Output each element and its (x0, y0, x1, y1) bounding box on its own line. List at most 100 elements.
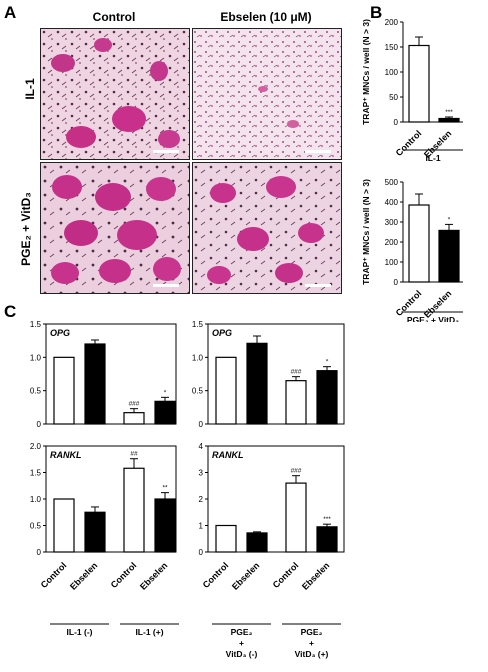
y-axis-label: TRAP⁺ MNCs / well (N > 3) (361, 19, 371, 125)
bar (316, 526, 338, 553)
bar (408, 204, 430, 283)
y-tick-label: 3 (199, 469, 204, 478)
chart-c-opg-il1: 0 0.5 1.0 1.5 OPG ### * (30, 320, 177, 429)
y-tick-label: 0 (394, 118, 399, 127)
category-label: Control (271, 560, 301, 590)
y-tick-label: 100 (385, 68, 399, 77)
micrograph-pge2-control (40, 162, 190, 294)
y-tick-label: 1.0 (30, 353, 42, 362)
significance-mark: * (326, 359, 329, 366)
bar (215, 356, 237, 425)
y-tick-label: 0 (37, 548, 42, 557)
col-label-ebselen: Ebselen (10 μM) (220, 10, 312, 24)
y-tick-label: 1.5 (30, 320, 42, 329)
bar (316, 370, 338, 425)
y-tick-label: 500 (385, 178, 399, 187)
category-label: Ebselen (138, 560, 169, 591)
bar (438, 229, 460, 283)
category-label: Control (394, 288, 424, 318)
y-tick-label: 0 (37, 420, 42, 429)
y-tick-label: 100 (385, 258, 399, 267)
significance-mark: *** (323, 516, 331, 523)
y-tick-label: 2.0 (30, 442, 42, 451)
y-tick-label: 0.5 (30, 522, 42, 531)
chart-title: RANKL (50, 450, 82, 460)
y-tick-label: 0.5 (30, 387, 42, 396)
panel-letter-c: C (4, 302, 17, 321)
chart-title: RANKL (212, 450, 244, 460)
category-label: Ebselen (68, 560, 99, 591)
bar (438, 117, 460, 123)
row-label-pge2-vitd3: PGE₂ + VitD₃ (19, 192, 33, 266)
plot-frame (45, 323, 177, 425)
group-label-line: + (309, 638, 314, 648)
y-tick-label: 0 (394, 278, 399, 287)
bar (215, 524, 237, 553)
group-label-line: + (239, 638, 244, 648)
chart-b-pge2: 0 100 200 300 400 500 TRAP⁺ MNCs / well (N > 3… (361, 178, 463, 322)
bar (53, 498, 75, 553)
row-label-il1: IL-1 (23, 78, 37, 100)
group-label-line: VitD₃ (+) (295, 649, 329, 659)
significance-mark: *** (445, 109, 453, 116)
y-tick-label: 150 (385, 43, 399, 52)
group-label: PGE₂ (231, 627, 253, 637)
y-tick-label: 1 (199, 522, 204, 531)
chart-title: OPG (50, 328, 70, 338)
bar (246, 342, 268, 425)
bar (84, 343, 106, 425)
y-tick-label: 0.5 (192, 387, 204, 396)
group-label: IL-1 (+) (135, 627, 163, 637)
y-tick-label: 1.0 (30, 495, 42, 504)
group-label: IL-1 (-) (67, 627, 93, 637)
col-label-control: Control (92, 10, 136, 24)
micrograph-il1-ebselen (192, 28, 342, 160)
chart-b-il1: 0 50 100 150 200 TRAP⁺ MNCs / well (N > 3) Con… (361, 18, 463, 163)
group-label-line: VitD₃ (-) (226, 649, 258, 659)
bar (154, 498, 176, 553)
chart-c-opg-pge2: 0 0.5 1.0 1.5 OPG ### * (192, 320, 345, 429)
significance-mark: * (448, 216, 451, 223)
panel-letter-b: B (370, 3, 383, 22)
bar (246, 532, 268, 553)
y-axis-label: TRAP⁺ MNCs / well (N > 3) (361, 179, 371, 285)
y-tick-label: 400 (385, 198, 399, 207)
category-label: Ebselen (300, 560, 331, 591)
category-label: Control (109, 560, 139, 590)
y-tick-label: 1.5 (192, 320, 204, 329)
y-tick-label: 0 (199, 548, 204, 557)
category-label: Control (39, 560, 69, 590)
bar (285, 380, 307, 425)
group-label: PGE₂ (301, 627, 323, 637)
significance-mark: ## (130, 451, 138, 458)
group-label: PGE₂ + VitD₃ (407, 315, 459, 322)
significance-mark: ### (129, 401, 140, 408)
bar (123, 467, 145, 553)
y-tick-label: 2 (199, 495, 204, 504)
y-tick-label: 1.5 (30, 469, 42, 478)
micrograph-il1-control (40, 28, 190, 160)
group-label: IL-1 (425, 153, 440, 163)
y-tick-label: 4 (199, 442, 204, 451)
panel-letter-a: A (4, 3, 17, 22)
bar (84, 511, 106, 553)
y-tick-label: 200 (385, 238, 399, 247)
significance-mark: ** (162, 485, 168, 492)
y-tick-label: 300 (385, 218, 399, 227)
bar (285, 482, 307, 553)
y-tick-label: 50 (389, 93, 398, 102)
bar (408, 44, 430, 123)
significance-mark: ### (291, 468, 302, 475)
bar (53, 356, 75, 425)
significance-mark: * (164, 389, 167, 396)
micrograph-pge2-ebselen (192, 162, 342, 294)
category-label: Control (201, 560, 231, 590)
y-tick-label: 200 (385, 18, 399, 27)
bar (123, 412, 145, 425)
category-label: Control (394, 128, 424, 158)
significance-mark: ### (291, 369, 302, 376)
category-label: Ebselen (230, 560, 261, 591)
y-tick-label: 1.0 (192, 353, 204, 362)
